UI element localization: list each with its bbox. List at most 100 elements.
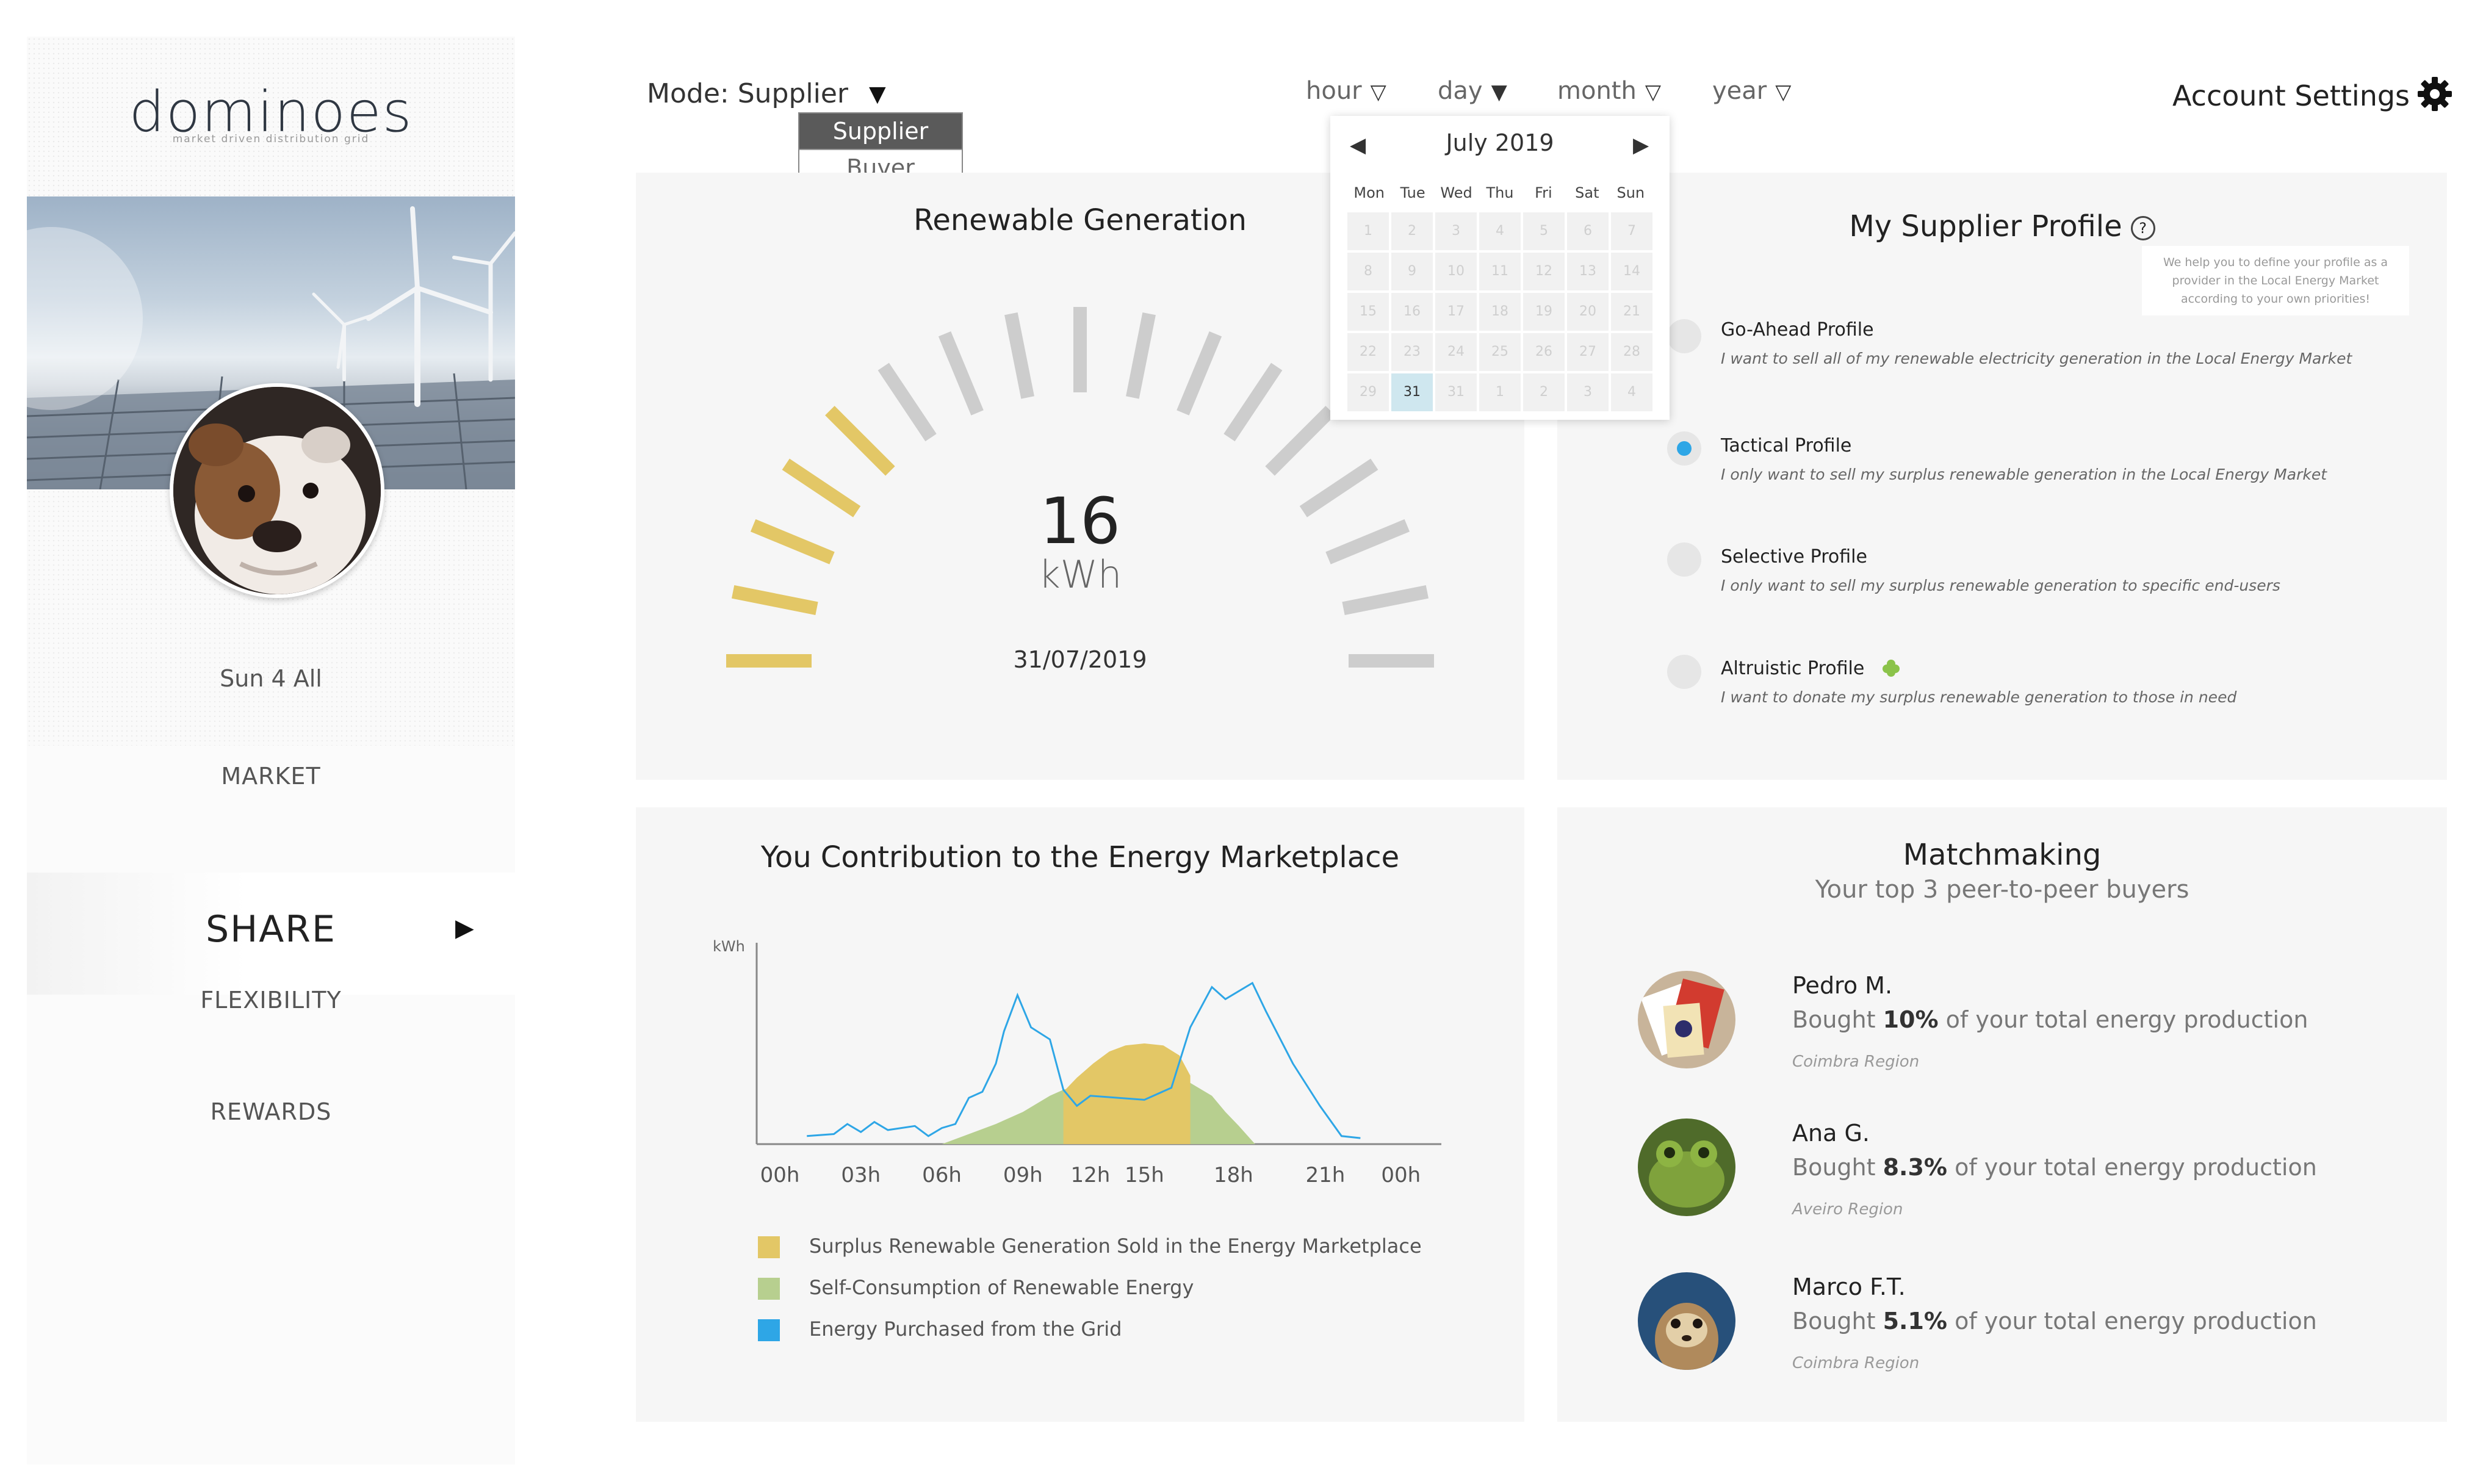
radio-tactical[interactable] — [1667, 431, 1701, 466]
x-tick-label: 09h — [1003, 1163, 1043, 1187]
buyer-region: Coimbra Region — [1792, 1354, 1920, 1372]
calendar-day-selected[interactable]: 31 — [1391, 373, 1433, 411]
option-title: Go-Ahead Profile — [1721, 319, 1874, 340]
profile-title-text: My Supplier Profile — [1849, 209, 2122, 243]
legend-item: Surplus Renewable Generation Sold in the… — [758, 1234, 1422, 1258]
nav-item-rewards[interactable]: REWARDS — [210, 1098, 332, 1125]
calendar-day[interactable]: 2 — [1391, 212, 1433, 250]
sidebar: dominoes market driven distribution grid — [27, 37, 515, 1464]
gauge-segment — [825, 406, 895, 476]
mode-option-supplier[interactable]: Supplier — [799, 113, 962, 149]
user-name: Sun 4 All — [220, 665, 322, 692]
calendar-day[interactable]: 12 — [1523, 253, 1565, 290]
calendar-title: July 2019 — [1446, 129, 1554, 156]
caret-down-icon: ▼ — [1491, 80, 1507, 104]
option-desc: I only want to sell my surplus renewable… — [1721, 577, 2280, 594]
calendar-day[interactable]: 23 — [1391, 333, 1433, 371]
calendar-day[interactable]: 9 — [1391, 253, 1433, 290]
gauge-segment — [1223, 362, 1283, 442]
buyer-avatar[interactable] — [1638, 1272, 1735, 1370]
time-filter-day[interactable]: day ▼ — [1438, 77, 1507, 105]
buyer-name: Pedro M. — [1792, 972, 1893, 999]
buyer-name: Marco F.T. — [1792, 1273, 1906, 1300]
legend-swatch — [758, 1319, 780, 1341]
calendar-day[interactable]: 24 — [1435, 333, 1477, 371]
calendar-day[interactable]: 29 — [1347, 373, 1389, 411]
prev-month-icon[interactable]: ◀ — [1350, 133, 1366, 157]
calendar-day[interactable]: 25 — [1479, 333, 1521, 371]
time-filter-hour[interactable]: hour ▽ — [1306, 77, 1386, 105]
gauge-segment — [1342, 585, 1429, 615]
buyer-avatar[interactable] — [1638, 971, 1735, 1068]
calendar-day[interactable]: 19 — [1523, 293, 1565, 331]
gauge-segment — [1265, 406, 1335, 476]
calendar-day[interactable]: 2 — [1523, 373, 1565, 411]
weekday-label: Wed — [1440, 184, 1472, 201]
calendar-day[interactable]: 1 — [1479, 373, 1521, 411]
buyer-name: Ana G. — [1792, 1120, 1870, 1147]
radio-go-ahead[interactable] — [1667, 319, 1701, 353]
time-filter-month[interactable]: month ▽ — [1557, 77, 1661, 105]
mode-dropdown[interactable]: Mode: Supplier — [647, 78, 848, 109]
calendar-day[interactable]: 4 — [1479, 212, 1521, 250]
supplier-profile-card: My Supplier Profile? We help you to defi… — [1557, 173, 2447, 780]
generation-gauge — [726, 307, 1434, 668]
caret-down-icon[interactable]: ▼ — [869, 82, 886, 107]
calendar-day[interactable]: 26 — [1523, 333, 1565, 371]
calendar-day[interactable]: 7 — [1611, 212, 1652, 250]
calendar-day[interactable]: 4 — [1611, 373, 1652, 411]
calendar-day[interactable]: 1 — [1347, 212, 1389, 250]
calendar-day[interactable]: 17 — [1435, 293, 1477, 331]
account-settings-link[interactable]: Account Settings — [2172, 79, 2410, 112]
nav-item-market[interactable]: MARKET — [221, 763, 321, 790]
calendar-day[interactable]: 13 — [1567, 253, 1609, 290]
bought-suffix: of your total energy production — [1955, 1154, 2317, 1181]
calendar-day[interactable]: 14 — [1611, 253, 1652, 290]
buyer-share: Bought 5.1% of your total energy product… — [1792, 1308, 2317, 1335]
calendar-day[interactable]: 6 — [1567, 212, 1609, 250]
radio-selective[interactable] — [1667, 542, 1701, 577]
calendar-day[interactable]: 31 — [1435, 373, 1477, 411]
time-filter-label: hour — [1306, 77, 1362, 105]
time-filter-year[interactable]: year ▽ — [1712, 77, 1791, 105]
calendar-day[interactable]: 15 — [1347, 293, 1389, 331]
calendar-day[interactable]: 8 — [1347, 253, 1389, 290]
bought-prefix: Bought — [1792, 1308, 1876, 1335]
calendar-day[interactable]: 10 — [1435, 253, 1477, 290]
card-title: Renewable Generation — [913, 203, 1247, 237]
gear-icon[interactable] — [2416, 76, 2453, 112]
next-month-icon[interactable]: ▶ — [1633, 133, 1649, 157]
y-axis-label: kWh — [713, 938, 745, 955]
profile-tooltip: We help you to define your profile as a … — [2142, 246, 2409, 315]
radio-altruistic[interactable] — [1667, 655, 1701, 689]
question-circle-icon[interactable]: ? — [2130, 216, 2155, 240]
calendar-day[interactable]: 28 — [1611, 333, 1652, 371]
avatar[interactable] — [170, 383, 384, 598]
nav-item-flexibility[interactable]: FLEXIBILITY — [200, 987, 342, 1014]
calendar-day[interactable]: 3 — [1567, 373, 1609, 411]
calendar-day[interactable]: 22 — [1347, 333, 1389, 371]
contribution-chart: kWh 00h 03h 06h 09h 12h 15h 18h 21h 00h — [713, 938, 1441, 1187]
nav-item-share[interactable]: SHARE ▶ — [27, 873, 515, 995]
card-subtitle: Your top 3 peer-to-peer buyers — [1815, 876, 2189, 904]
weekday-label: Sun — [1616, 184, 1645, 201]
green-leaf-icon — [1883, 660, 1900, 677]
x-tick-label: 06h — [922, 1163, 962, 1187]
chart-series — [807, 981, 1361, 1144]
calendar-day[interactable]: 16 — [1391, 293, 1433, 331]
calendar-day[interactable]: 27 — [1567, 333, 1609, 371]
calendar-day[interactable]: 21 — [1611, 293, 1652, 331]
calendar-day[interactable]: 5 — [1523, 212, 1565, 250]
calendar-day[interactable]: 18 — [1479, 293, 1521, 331]
calendar-day[interactable]: 20 — [1567, 293, 1609, 331]
logo: dominoes — [129, 79, 413, 145]
calendar-day[interactable]: 11 — [1479, 253, 1521, 290]
caret-down-outline-icon: ▽ — [1370, 80, 1386, 104]
legend-label: Energy Purchased from the Grid — [809, 1317, 1122, 1341]
buyer-avatar[interactable] — [1638, 1118, 1735, 1216]
legend-item: Energy Purchased from the Grid — [758, 1317, 1122, 1341]
caret-right-icon: ▶ — [455, 914, 475, 942]
option-desc: I want to sell all of my renewable elect… — [1721, 350, 2352, 367]
calendar-day[interactable]: 3 — [1435, 212, 1477, 250]
